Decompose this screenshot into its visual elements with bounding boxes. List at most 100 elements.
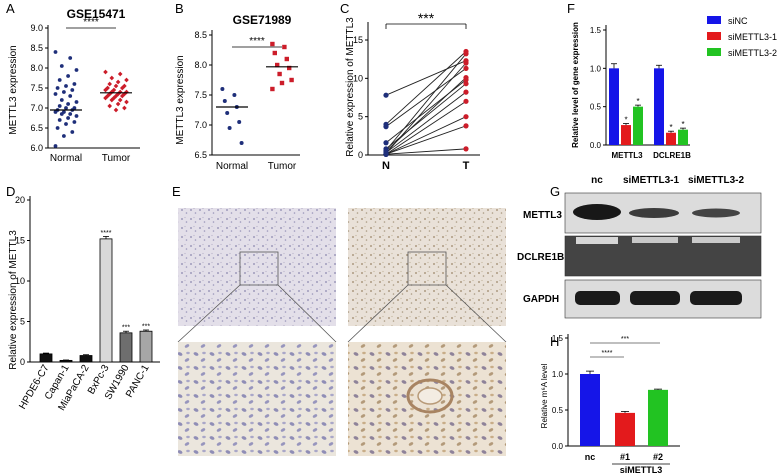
point-b-normal — [232, 93, 237, 97]
sig-f: * — [681, 120, 684, 129]
point-a-tumor — [103, 69, 108, 75]
point-a-normal — [72, 120, 77, 124]
point-b-tumor — [289, 77, 294, 83]
point-c-tumor — [463, 74, 469, 81]
panel-f-xtick-mettl3: METTL3 — [611, 151, 643, 160]
panel-b-ytick-label: 8.5 — [194, 30, 207, 40]
band-dclre1b-nc — [576, 237, 618, 244]
panel-d-ytick-label: 20 — [15, 195, 25, 205]
ihc-normal-high-mag — [178, 342, 336, 456]
panel-a-ytick-label: 8.5 — [30, 43, 43, 53]
panel-d-ylabel: Relative expression of METTL3 — [8, 230, 19, 370]
bar-f — [654, 68, 664, 145]
point-a-normal — [55, 86, 60, 90]
blot-lane-simettl3-2: siMETTL3-2 — [688, 175, 745, 186]
panel-c-ytick-label: 15 — [353, 35, 363, 45]
pair-line-c — [385, 79, 467, 144]
point-a-normal — [57, 104, 62, 108]
panel-d-ytick-label: 5 — [20, 317, 25, 327]
ihc-tumor-zoom-box — [407, 251, 447, 286]
panel-a-ytick-label: 6.5 — [30, 123, 43, 133]
panel-d-ytick-label: 0 — [20, 357, 25, 367]
point-c-tumor — [463, 114, 469, 120]
legend-label-sinc: siNC — [728, 16, 748, 26]
band-dclre1b-si2 — [692, 237, 740, 243]
panel-b-ytick-label: 6.5 — [194, 150, 207, 160]
panel-c-ytick-label: 5 — [358, 112, 363, 122]
point-c-tumor — [463, 51, 469, 57]
point-b-normal — [222, 99, 227, 103]
panel-b-xtick-normal: Normal — [216, 161, 248, 172]
point-a-normal — [59, 98, 64, 102]
panel-c-ytick-label: 10 — [353, 73, 363, 83]
point-b-normal — [225, 111, 230, 115]
panel-g: G nc siMETTL3-1 siMETTL3-2 METTL3 DCLRE1… — [517, 175, 762, 319]
zoom-line-normal-right — [277, 284, 337, 343]
point-a-tumor — [115, 79, 121, 85]
ihc-tumor-duct — [406, 378, 454, 414]
bar-f — [633, 106, 643, 145]
point-a-normal — [62, 90, 66, 94]
panel-d-ytick-label: 15 — [15, 236, 25, 246]
bar-f — [621, 125, 631, 145]
legend-label-simettl3-1: siMETTL3-1 — [728, 32, 777, 42]
ihc-normal-zoom-box — [239, 251, 279, 286]
pair-line-c — [385, 91, 467, 154]
panel-letter-a: A — [6, 1, 15, 16]
panel-e: E — [172, 184, 507, 456]
panel-a-xtick-tumor: Tumor — [102, 153, 131, 164]
point-b-tumor — [272, 50, 277, 56]
point-a-normal — [66, 74, 70, 78]
pair-line-c — [385, 100, 467, 155]
legend-label-simettl3-2: siMETTL3-2 — [728, 48, 777, 58]
point-b-tumor — [284, 56, 289, 62]
point-c-normal — [383, 124, 389, 130]
pair-line-c — [385, 62, 467, 154]
blot-row-mettl3: METTL3 — [523, 210, 562, 221]
point-a-normal — [64, 84, 68, 88]
point-a-tumor — [124, 99, 129, 105]
point-b-tumor — [287, 65, 292, 71]
sig-f: * — [624, 116, 627, 125]
band-gapdh-si2 — [690, 291, 742, 305]
point-a-normal — [74, 114, 79, 118]
point-b-tumor — [270, 41, 275, 47]
band-mettl3-nc — [573, 204, 621, 220]
band-mettl3-si2 — [692, 208, 740, 218]
panel-a-ytick-label: 9.0 — [30, 23, 43, 33]
panel-h-sig-2: *** — [621, 336, 629, 343]
point-a-normal — [68, 94, 73, 98]
point-a-normal — [64, 106, 68, 110]
point-a-normal — [68, 56, 73, 60]
band-gapdh-si1 — [630, 291, 680, 305]
point-a-normal — [70, 130, 75, 134]
blot-lane-nc: nc — [591, 175, 603, 186]
panel-h-ytick-label: 0.5 — [552, 406, 564, 415]
point-c-tumor — [463, 123, 469, 129]
panel-d-xtick-label: HPDE6-C7 — [17, 363, 51, 412]
point-a-normal — [66, 102, 70, 106]
point-a-normal — [59, 64, 64, 68]
panel-a-xtick-normal: Normal — [50, 153, 82, 164]
panel-letter-e: E — [172, 184, 181, 199]
panel-a-sig: **** — [83, 17, 99, 28]
pair-line-c — [385, 51, 467, 125]
point-a-normal — [68, 112, 73, 116]
bar-d — [119, 332, 133, 363]
pair-line-c — [385, 53, 467, 151]
panel-f: F Relative level of gene expression 0.0 0… — [567, 1, 777, 160]
panel-c-ylabel: Relative expression of METTL3 — [345, 17, 356, 157]
panel-c-xtick-n: N — [382, 160, 390, 172]
bar-f — [609, 68, 619, 145]
panel-b-xtick-tumor: Tumor — [268, 161, 297, 172]
point-c-tumor — [463, 146, 469, 152]
point-a-normal — [72, 82, 77, 86]
point-a-normal — [53, 110, 58, 114]
point-c-tumor — [463, 60, 469, 66]
zoom-line-tumor-right — [445, 284, 507, 343]
panel-a-title: GSE15471 — [67, 7, 126, 21]
panel-c-ytick-label: 0 — [358, 150, 363, 160]
panel-b-ytick-label: 8.0 — [194, 60, 207, 70]
point-a-tumor — [120, 93, 125, 99]
